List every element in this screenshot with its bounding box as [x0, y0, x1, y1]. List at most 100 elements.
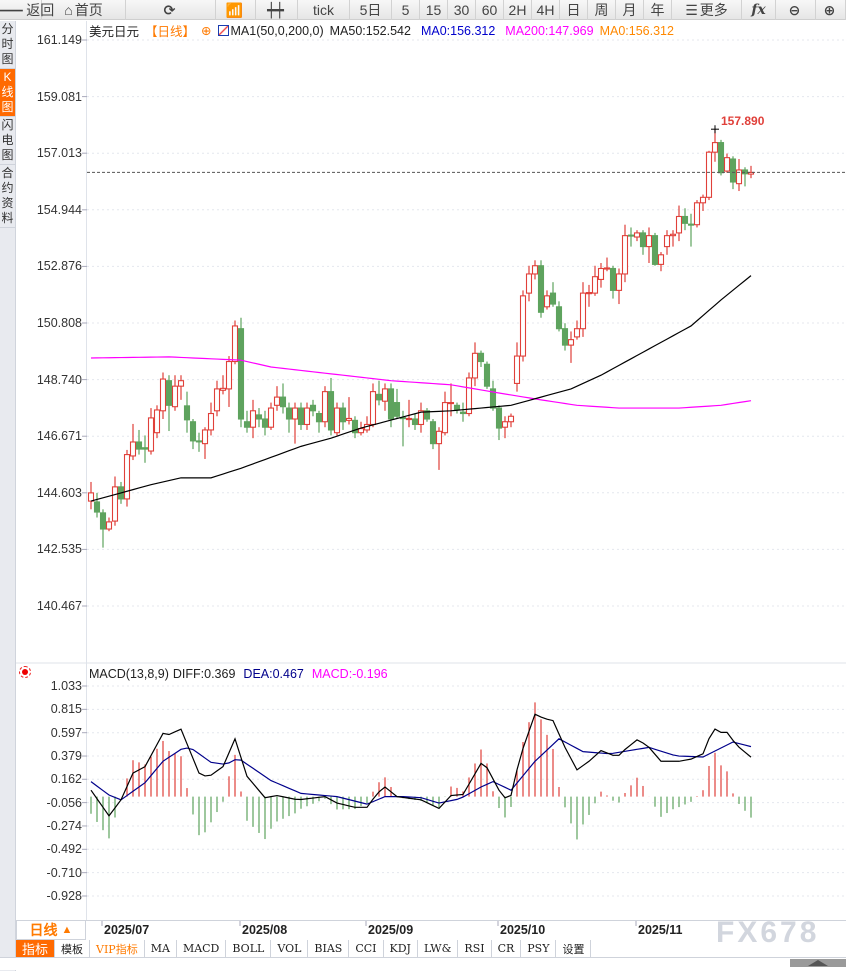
toolbar-button-fx[interactable]: fx — [742, 0, 776, 20]
view-tab-1[interactable]: K线图 — [0, 69, 15, 117]
y-tick-label: 142.535 — [36, 542, 82, 557]
y-tick-label: 0.162 — [50, 772, 82, 787]
candle-down — [183, 405, 191, 421]
chart-header: 美元日元 【日线】 ⊕ MA1(50,0,200,0) MA50:152.542… — [89, 21, 674, 40]
toolbar-button-refresh[interactable]: ⟳ — [126, 0, 216, 20]
toolbar-label: 首页 — [74, 2, 103, 18]
indicator-tab-CCI[interactable]: CCI — [349, 940, 384, 957]
candle-up — [231, 325, 239, 363]
toolbar-button-月[interactable]: 月 — [616, 0, 644, 20]
candle-up — [147, 417, 155, 452]
indicator-tab-BIAS[interactable]: BIAS — [308, 940, 350, 957]
high-price-label: 157.890 — [721, 114, 765, 128]
macd-header: MACD(13,8,9) DIFF:0.369 DEA:0.467 MACD:-… — [89, 667, 388, 681]
toolbar-button-返回[interactable]: 🡐 返回 — [0, 0, 54, 20]
x-tick-label: 2025/09 — [368, 923, 414, 937]
toolbar-button-60[interactable]: 60 — [476, 0, 504, 20]
toolbar-button-bar-chart[interactable]: 📶 — [216, 0, 256, 20]
toolbar-label: 30 — [453, 2, 470, 18]
candle-up — [513, 355, 521, 384]
toolbar-button-周[interactable]: 周 — [588, 0, 616, 20]
view-tab-0[interactable]: 分时图 — [0, 21, 15, 69]
view-tab-3[interactable]: 合约资料 — [0, 165, 15, 228]
candle-up — [303, 407, 311, 426]
ma200-value: MA200:147.969 — [505, 23, 594, 38]
candle-up — [171, 385, 179, 408]
candle-up — [519, 295, 527, 357]
candle-up — [657, 254, 665, 265]
candle-up — [573, 328, 581, 338]
indicator-tab-PSY[interactable]: PSY — [521, 940, 557, 957]
candle-up — [105, 521, 113, 530]
toolbar-button-candlestick[interactable]: ┿┿ — [256, 0, 298, 20]
candle-up — [111, 486, 119, 522]
period-selector[interactable]: 日线 ▲ — [16, 920, 86, 940]
indicator-tab-MA[interactable]: MA — [144, 940, 177, 957]
toolbar-button-5日[interactable]: 5日 — [350, 0, 392, 20]
indicator-tab-VOL[interactable]: VOL — [271, 940, 309, 957]
toolbar-button-2H[interactable]: 2H — [504, 0, 532, 20]
toolbar-label: 5日 — [359, 2, 382, 18]
toolbar-button-4H[interactable]: 4H — [532, 0, 560, 20]
zoom-in-icon: ⊕ — [823, 1, 836, 18]
indicator-tab-VIP指标[interactable]: VIP指标 — [90, 940, 145, 957]
candle-down — [627, 234, 635, 237]
indicator-tab-MACD[interactable]: MACD — [176, 940, 227, 957]
indicator-icon[interactable] — [217, 25, 229, 36]
scroll-up-icon[interactable] — [808, 960, 828, 966]
toolbar-button-zoom-out[interactable]: ⊖ — [776, 0, 816, 20]
toolbar-label: tick — [313, 2, 334, 18]
candle-down — [477, 352, 485, 363]
indicator-tab-BOLL[interactable]: BOLL — [226, 940, 272, 957]
macd-name: MACD(13,8,9) — [89, 667, 169, 681]
ma50-line — [90, 275, 752, 502]
bottom-bar — [0, 957, 846, 970]
candle-up — [441, 402, 449, 434]
add-icon[interactable]: ⊕ — [201, 24, 212, 38]
y-tick-label: 157.013 — [36, 146, 82, 161]
indicator-tab-模板[interactable]: 模板 — [55, 940, 91, 957]
candle-up — [531, 265, 539, 275]
candle-down — [729, 158, 737, 183]
candle-down — [459, 411, 467, 415]
candle-down — [411, 418, 419, 426]
candle-down — [741, 169, 749, 175]
period-selector-label: 日线 — [29, 922, 58, 938]
toolbar-label: fx — [751, 2, 766, 18]
toolbar-button-15[interactable]: 15 — [420, 0, 448, 20]
toolbar-label: 60 — [481, 2, 498, 18]
left-view-tabs: 分时图 K线图 闪电图 合约资料 — [0, 21, 16, 971]
y-tick-label: 146.671 — [36, 429, 82, 444]
candle-up — [267, 407, 275, 428]
candle-down — [237, 328, 245, 420]
toolbar-button-日[interactable]: 日 — [560, 0, 588, 20]
toolbar-button-更多[interactable]: ☰ 更多 — [672, 0, 742, 20]
indicator-tab-LW&[interactable]: LW& — [417, 940, 459, 957]
candle-up — [159, 378, 167, 412]
candle-up — [735, 169, 743, 185]
candle-up — [291, 407, 299, 420]
bar-chart-icon: 📶 — [225, 1, 244, 18]
indicator-tab-RSI[interactable]: RSI — [458, 940, 492, 957]
indicator-tab-CR[interactable]: CR — [491, 940, 522, 957]
toolbar-button-tick[interactable]: tick — [298, 0, 350, 20]
candle-down — [651, 235, 659, 265]
candle-up — [177, 380, 185, 387]
candle-up — [465, 377, 473, 415]
view-tab-2[interactable]: 闪电图 — [0, 117, 15, 165]
toolbar-button-5[interactable]: 5 — [392, 0, 420, 20]
indicator-tab-设置[interactable]: 设置 — [556, 940, 592, 957]
indicator-tab-KDJ[interactable]: KDJ — [383, 940, 418, 957]
scrollbar[interactable] — [790, 959, 846, 967]
indicator-tab-指标[interactable]: 指标 — [16, 940, 56, 957]
triangle-up-icon: ▲ — [61, 924, 73, 936]
toolbar-button-年[interactable]: 年 — [644, 0, 672, 20]
toolbar-button-首页[interactable]: ⌂ 首页 — [42, 0, 126, 20]
toolbar-label: 5 — [401, 2, 410, 18]
candle-up — [447, 402, 455, 405]
macd-settings-icon[interactable] — [19, 666, 31, 678]
x-tick-label: 2025/08 — [242, 923, 288, 937]
toolbar-button-30[interactable]: 30 — [448, 0, 476, 20]
candle-up — [249, 410, 257, 428]
